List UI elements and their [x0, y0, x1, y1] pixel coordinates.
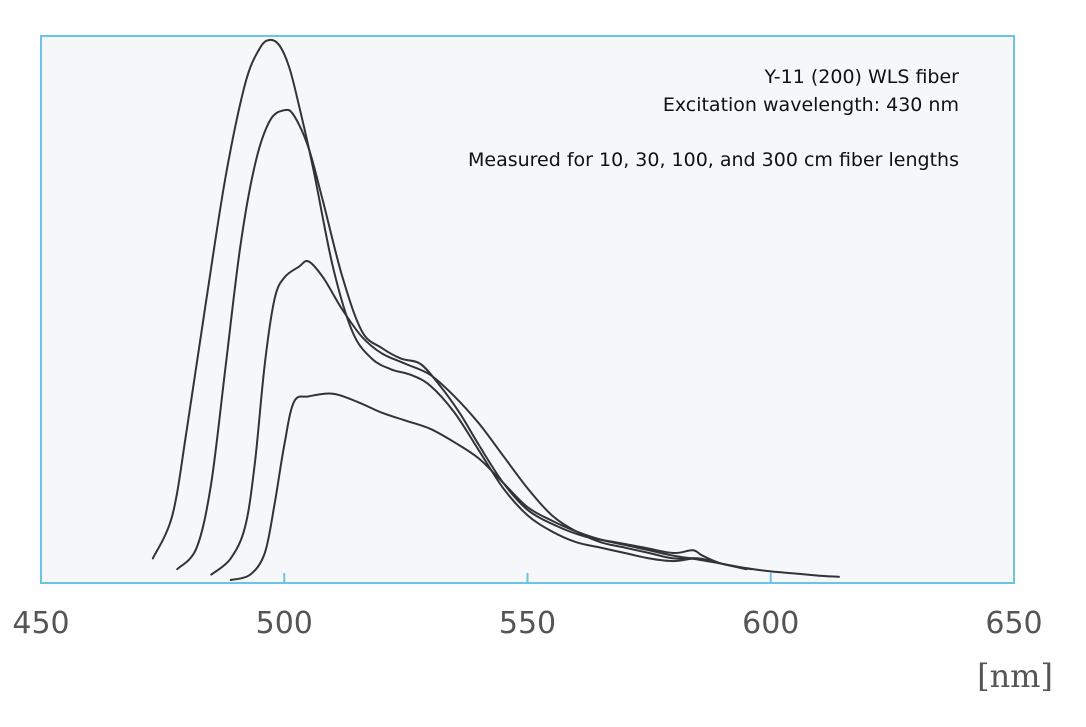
- series-layer: [151, 38, 840, 581]
- x-axis-unit-label: [nm]: [977, 657, 1053, 695]
- series-line-2: [176, 108, 753, 571]
- series-line-4: [229, 392, 840, 581]
- x-axis: 450 500 550 600 650: [12, 573, 1043, 641]
- plot-area: [41, 36, 1014, 583]
- x-tick-label: 450: [12, 606, 69, 641]
- annotation-fiber-type: Y-11 (200) WLS fiber: [763, 66, 959, 88]
- annotation-lengths: Measured for 10, 30, 100, and 300 cm fib…: [468, 149, 959, 171]
- x-tick-label: 500: [256, 606, 313, 641]
- x-tick-label: 650: [985, 606, 1042, 641]
- series-line-1: [151, 38, 748, 571]
- x-tick-label: 600: [742, 606, 799, 641]
- plot-frame: [40, 35, 1015, 584]
- series-line-3: [210, 260, 748, 576]
- annotation-excitation: Excitation wavelength: 430 nm: [663, 94, 959, 116]
- x-tick-label: 550: [499, 606, 556, 641]
